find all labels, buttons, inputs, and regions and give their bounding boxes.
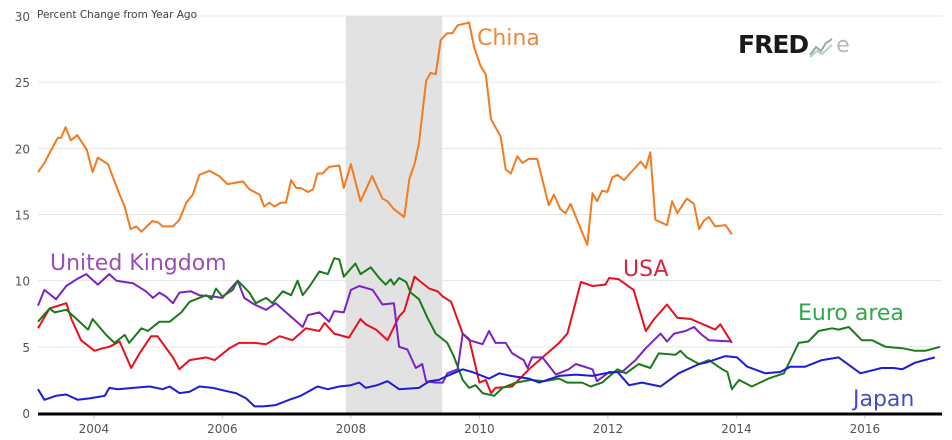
y-axis-ticks: 0 5 10 15 20 25 30 <box>15 10 30 421</box>
fred-chart-icon <box>809 38 833 58</box>
x-tick-label: 2012 <box>593 422 624 436</box>
y-tick-label: 0 <box>22 407 30 421</box>
series-lines <box>37 21 941 408</box>
series-labels: China USA United Kingdom Euro area Japan <box>50 26 914 412</box>
fred-logo-text: FRED <box>738 30 809 59</box>
y-tick-label: 20 <box>15 142 30 156</box>
series-line-usa <box>37 275 733 395</box>
series-line-china <box>37 21 733 246</box>
y-tick-label: 5 <box>22 341 30 355</box>
x-tick-label: 2016 <box>850 422 881 436</box>
y-tick-label: 30 <box>15 10 30 24</box>
y-tick-label: 10 <box>15 275 30 289</box>
y-tick-label: 25 <box>15 76 30 90</box>
gridlines <box>38 15 942 348</box>
series-label-euro-area: Euro area <box>798 301 904 326</box>
series-label-china: China <box>477 26 540 51</box>
x-tick-label: 2008 <box>336 422 367 436</box>
x-tick-label: 2014 <box>721 422 752 436</box>
fred-logo[interactable]: FRED e <box>738 31 850 59</box>
fred-logo-tail: e <box>836 33 850 58</box>
x-tick-label: 2006 <box>207 422 238 436</box>
series-line-united-kingdom <box>37 273 732 384</box>
series-line-japan <box>37 355 936 408</box>
x-tick-label: 2010 <box>464 422 495 436</box>
y-tick-label: 15 <box>15 209 30 223</box>
recession-shading <box>345 16 443 413</box>
series-line-euro-area <box>37 257 941 397</box>
x-tick-label: 2004 <box>79 422 110 436</box>
y-axis-label: Percent Change from Year Ago <box>37 9 197 21</box>
series-label-united-kingdom: United Kingdom <box>50 251 227 276</box>
series-label-japan: Japan <box>851 387 914 412</box>
series-label-usa: USA <box>623 257 669 282</box>
x-axis-ticks: 2004 2006 2008 2010 2012 2014 2016 <box>79 413 881 436</box>
